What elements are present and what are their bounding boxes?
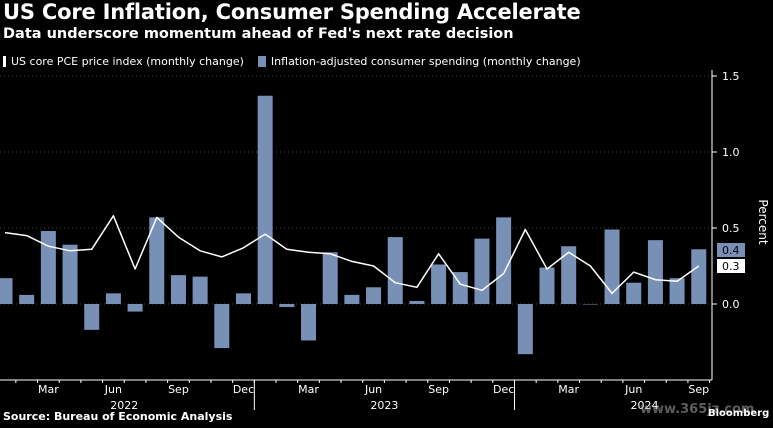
x-year-label: 2022	[110, 399, 138, 412]
bar	[626, 282, 642, 304]
bar	[474, 238, 490, 304]
bar	[170, 275, 186, 304]
legend: US core PCE price index (monthly change)…	[3, 53, 581, 69]
bar	[387, 237, 403, 304]
bar	[0, 278, 13, 304]
bar	[344, 294, 360, 304]
bar	[366, 287, 382, 304]
bar	[127, 304, 143, 312]
legend-item-line: US core PCE price index (monthly change)	[3, 55, 244, 68]
watermark: www.365jz.com	[640, 402, 755, 417]
chart-subtitle: Data underscore momentum ahead of Fed's …	[3, 26, 514, 42]
axes	[0, 70, 717, 410]
legend-line-label: US core PCE price index (monthly change)	[11, 54, 244, 68]
end-value-box	[717, 243, 745, 257]
x-tick-label: Mar	[558, 383, 579, 396]
x-tick-label: Sep	[428, 383, 449, 396]
bar	[192, 276, 208, 304]
bar	[496, 217, 512, 304]
bar	[62, 244, 78, 304]
bar	[517, 304, 533, 355]
bar	[149, 217, 165, 304]
x-tick-label: Mar	[298, 383, 319, 396]
x-year-label: 2023	[370, 399, 398, 412]
bar	[669, 278, 685, 304]
axis-labels: 0.0 0.5 1.0 1.5 Percent Mar Jun Sep Dec Mar Jun Sep…	[38, 70, 770, 412]
bar-series	[0, 95, 707, 355]
x-tick-label: Jun	[104, 383, 122, 396]
x-tick-label: Jun	[364, 383, 382, 396]
line-series	[4, 215, 700, 295]
bar	[301, 304, 317, 341]
source-note: Source: Bureau of Economic Analysis	[3, 410, 233, 423]
x-tick-label: Jun	[624, 383, 642, 396]
x-year-label: 2024	[631, 399, 659, 412]
x-tick-label: Dec	[493, 383, 514, 396]
y-tick-label: 1.0	[722, 146, 740, 159]
bar	[604, 229, 620, 304]
bar	[257, 95, 273, 304]
x-tick-label: Sep	[688, 383, 709, 396]
bar	[322, 252, 338, 304]
legend-item-bar: Inflation-adjusted consumer spending (mo…	[257, 54, 581, 68]
chart-title: US Core Inflation, Consumer Spending Acc…	[3, 0, 581, 24]
bar	[105, 293, 121, 304]
bar	[409, 300, 425, 304]
bar	[214, 304, 230, 349]
bar	[431, 264, 447, 304]
x-tick-label: Sep	[168, 383, 189, 396]
end-value-label: 0.3	[717, 259, 745, 273]
end-value-text: 0.3	[722, 260, 740, 273]
bar	[539, 267, 555, 304]
bloomberg-logo: Bloomberg	[708, 408, 770, 419]
legend-bar-swatch	[257, 55, 266, 67]
bar	[40, 231, 56, 304]
bar	[19, 294, 35, 304]
end-value-text: 0.4	[722, 244, 740, 257]
bar	[582, 304, 598, 305]
y-tick-label: 1.5	[722, 70, 740, 83]
legend-bar-label: Inflation-adjusted consumer spending (mo…	[270, 54, 581, 68]
bar	[279, 304, 295, 308]
bar	[561, 246, 577, 304]
bar	[691, 249, 707, 304]
bar	[235, 293, 251, 304]
end-value-label: 0.4	[717, 243, 745, 257]
bar	[84, 304, 100, 330]
bar	[647, 240, 663, 304]
legend-line-swatch	[3, 55, 6, 67]
y-tick-label: 0.0	[722, 298, 740, 311]
x-tick-label: Dec	[233, 383, 254, 396]
end-value-box	[717, 259, 745, 273]
core-pce-line	[4, 215, 700, 295]
x-tick-label: Mar	[38, 383, 59, 396]
y-axis-title: Percent	[756, 199, 770, 244]
y-tick-label: 0.5	[722, 222, 740, 235]
